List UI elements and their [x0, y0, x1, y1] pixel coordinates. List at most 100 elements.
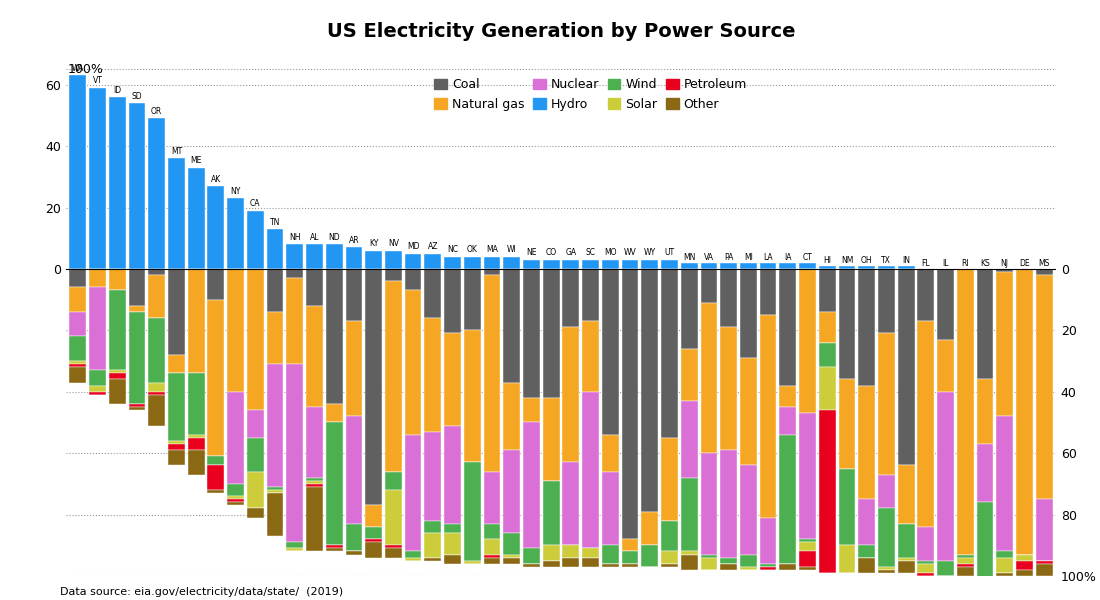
Bar — [582, 269, 600, 321]
Bar — [780, 263, 796, 269]
Text: CA: CA — [250, 199, 261, 208]
Text: WY: WY — [644, 248, 656, 257]
Text: MO: MO — [604, 248, 617, 257]
Bar — [228, 484, 244, 496]
Bar — [977, 444, 993, 502]
Bar — [1016, 570, 1033, 576]
Bar — [326, 269, 342, 404]
Bar — [345, 416, 362, 524]
Bar — [937, 269, 954, 340]
Bar — [208, 456, 224, 466]
Text: AL: AL — [310, 233, 319, 242]
Bar — [306, 407, 323, 478]
Bar — [188, 373, 205, 435]
Bar — [681, 349, 697, 401]
Bar — [898, 524, 914, 557]
Bar — [484, 554, 500, 557]
Bar — [661, 269, 678, 438]
Bar — [129, 312, 145, 404]
Bar — [878, 508, 894, 567]
Bar — [878, 570, 894, 573]
Bar — [286, 244, 304, 269]
Text: KY: KY — [368, 239, 378, 248]
Text: AK: AK — [211, 175, 221, 184]
Bar — [385, 548, 402, 557]
Bar — [1036, 499, 1053, 560]
Bar — [957, 554, 974, 557]
Bar — [838, 266, 856, 269]
Bar — [720, 327, 737, 450]
Bar — [188, 269, 205, 373]
Bar — [385, 281, 402, 472]
Bar — [405, 557, 421, 560]
Bar — [898, 557, 914, 560]
Bar — [425, 269, 441, 318]
Bar — [780, 386, 796, 407]
Bar — [109, 370, 125, 373]
Bar — [228, 496, 244, 499]
Text: OK: OK — [466, 245, 477, 254]
Bar — [425, 318, 441, 431]
Bar — [148, 269, 165, 275]
Bar — [858, 545, 876, 557]
Bar — [858, 557, 876, 573]
Bar — [504, 383, 520, 450]
Bar — [89, 386, 106, 392]
Bar — [365, 527, 382, 539]
Bar — [818, 269, 836, 312]
Bar — [522, 260, 540, 269]
Text: NY: NY — [230, 187, 241, 196]
Bar — [266, 364, 284, 487]
Bar — [89, 287, 106, 370]
Bar — [582, 321, 600, 392]
Bar — [641, 269, 658, 512]
Bar — [878, 567, 894, 570]
Bar — [997, 551, 1013, 557]
Bar — [148, 383, 165, 392]
Bar — [504, 533, 520, 554]
Bar — [799, 539, 816, 542]
Text: CO: CO — [546, 248, 557, 257]
Bar — [208, 269, 224, 299]
Bar — [917, 564, 934, 573]
Text: Data source: eia.gov/electricity/data/state/  (2019): Data source: eia.gov/electricity/data/st… — [60, 587, 343, 597]
Bar — [306, 244, 323, 269]
Bar — [997, 272, 1013, 416]
Bar — [602, 472, 618, 545]
Bar — [582, 392, 600, 548]
Text: HI: HI — [823, 256, 832, 265]
Bar — [148, 118, 165, 269]
Bar — [720, 269, 737, 327]
Bar — [464, 331, 481, 463]
Bar — [542, 269, 560, 398]
Bar — [89, 88, 106, 269]
Bar — [740, 269, 757, 358]
Bar — [1036, 275, 1053, 499]
Bar — [306, 487, 323, 551]
Bar — [444, 524, 461, 533]
Bar — [444, 425, 461, 524]
Bar — [602, 564, 618, 567]
Bar — [917, 269, 934, 321]
Bar — [878, 269, 894, 334]
Bar — [740, 567, 757, 570]
Bar — [326, 422, 342, 545]
Bar — [701, 453, 717, 554]
Bar — [464, 560, 481, 564]
Text: IA: IA — [784, 253, 792, 262]
Bar — [444, 257, 461, 269]
Bar — [345, 321, 362, 416]
Text: MA: MA — [486, 245, 498, 254]
Text: WA: WA — [72, 64, 84, 73]
Bar — [780, 564, 796, 570]
Bar — [681, 401, 697, 478]
Bar — [168, 269, 185, 355]
Bar — [365, 542, 382, 557]
Bar — [760, 269, 777, 315]
Text: VT: VT — [92, 76, 102, 85]
Bar — [444, 334, 461, 425]
Bar — [504, 269, 520, 383]
Bar — [168, 441, 185, 444]
Bar — [385, 490, 402, 545]
Bar — [425, 431, 441, 521]
